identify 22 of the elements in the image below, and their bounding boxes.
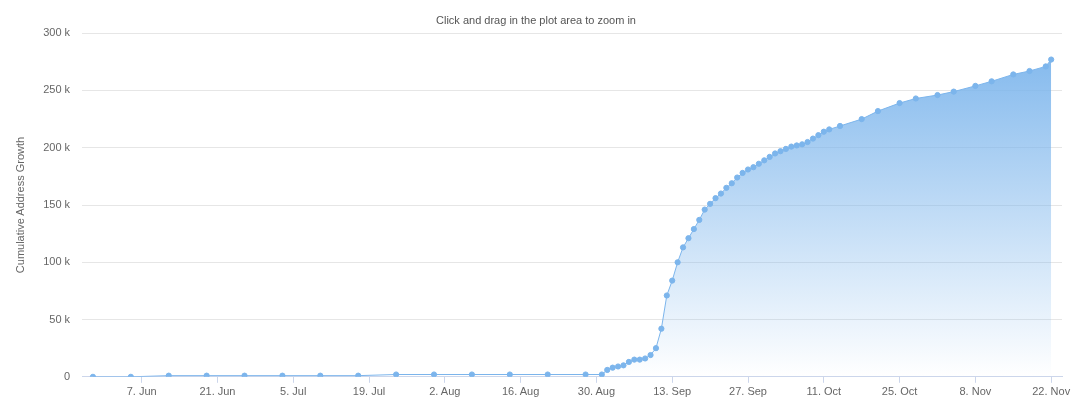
y-tick-label: 150 k [43, 198, 71, 211]
y-tick-label: 50 k [49, 312, 71, 325]
x-tick-label: 11. Oct [806, 385, 842, 398]
x-tick-label: 16. Aug [501, 385, 540, 398]
x-tick-label: 19. Jul [352, 385, 386, 398]
x-tick-label: 8. Nov [959, 385, 992, 398]
y-tick-label: 250 k [43, 83, 71, 96]
x-tick-label: 27. Sep [729, 385, 767, 398]
x-tick-label: 30. Aug [577, 385, 616, 398]
x-tick-label: 5. Jul [280, 385, 307, 398]
x-tick-label: 2. Aug [429, 385, 461, 398]
y-tick-label: 300 k [43, 26, 71, 39]
y-tick-label: 200 k [43, 140, 71, 153]
y-tick-label: 0 [63, 369, 71, 382]
chart-subtitle: Click and drag in the plot area to zoom in [436, 13, 636, 26]
y-tick-label: 100 k [43, 255, 71, 268]
x-tick-label: 7. Jun [126, 385, 157, 398]
x-tick-label: 21. Jun [199, 385, 236, 398]
y-axis-title: Cumulative Address Growth [13, 136, 26, 274]
x-tick-label: 13. Sep [653, 385, 692, 398]
x-tick-label: 25. Oct [881, 385, 918, 398]
x-tick-label: 22. Nov [1032, 385, 1071, 398]
